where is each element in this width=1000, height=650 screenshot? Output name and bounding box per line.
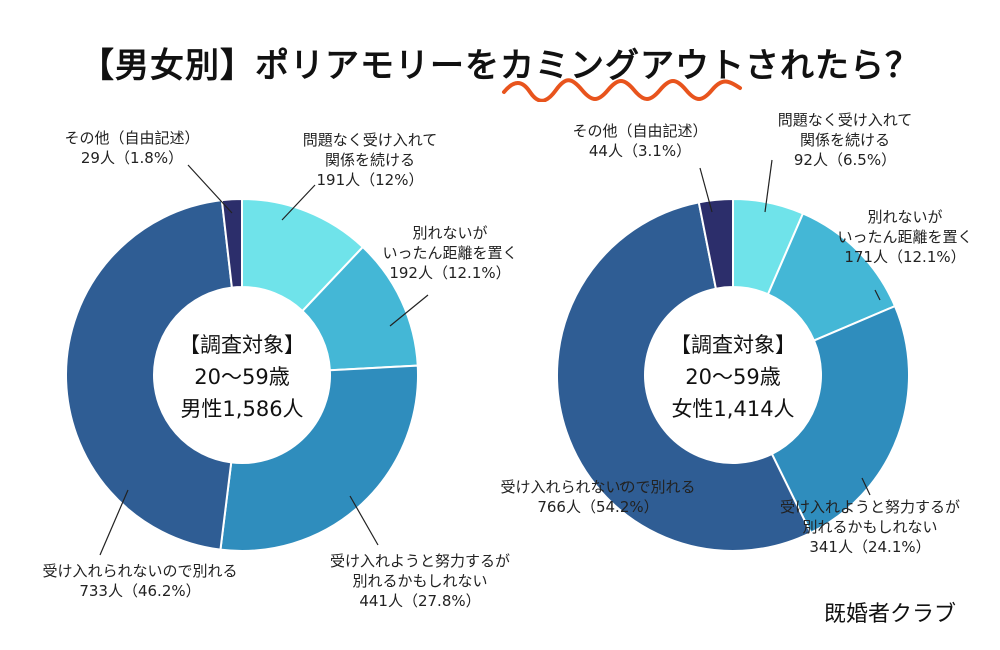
slice-label-1-4-1: 44人（3.1%） <box>589 142 691 160</box>
donut-slice-1-4 <box>697 197 734 290</box>
donut-slice-1-2 <box>770 304 910 535</box>
slice-label-1-3-0: 受け入れられないので別れる <box>500 478 695 496</box>
slice-label-1-1-2: 171人（12.1%） <box>844 248 965 266</box>
center-text-1-0: 【調査対象】 <box>670 333 796 357</box>
donut-slice-0-3 <box>65 199 234 551</box>
slice-label-0-3-1: 733人（46.2%） <box>79 582 200 600</box>
slice-label-0-0-2: 191人（12%） <box>317 171 424 189</box>
slice-label-0-0-1: 関係を続ける <box>325 151 415 169</box>
center-text-0-0: 【調査対象】 <box>179 333 305 357</box>
slice-label-0-4-0: その他（自由記述） <box>64 129 199 147</box>
slice-label-1-0-2: 92人（6.5%） <box>794 151 896 169</box>
slice-label-0-1-2: 192人（12.1%） <box>389 264 510 282</box>
slice-label-1-0-0: 問題なく受け入れて <box>778 111 913 129</box>
slice-label-0-3-0: 受け入れられないので別れる <box>42 562 237 580</box>
slice-label-1-2-2: 341人（24.1%） <box>809 538 930 556</box>
slice-label-1-1-0: 別れないが <box>867 208 942 226</box>
donut-slice-0-4 <box>220 197 243 289</box>
center-text-1-1: 20～59歳 <box>685 365 780 389</box>
slice-label-0-2-2: 441人（27.8%） <box>359 592 480 610</box>
slice-label-0-4-1: 29人（1.8%） <box>81 149 183 167</box>
leader-line-1-3 <box>619 481 626 486</box>
slice-label-1-1-1: いったん距離を置く <box>837 228 972 246</box>
center-text-0-1: 20～59歳 <box>194 365 289 389</box>
slice-label-1-0-1: 関係を続ける <box>800 131 890 149</box>
slice-label-0-2-0: 受け入れようと努力するが <box>330 552 510 570</box>
chart-title: 【男女別】ポリアモリーをカミングアウトされたら？ <box>80 46 920 86</box>
leader-line-0-0 <box>281 184 316 221</box>
center-text-1-2: 女性1,414人 <box>671 397 794 421</box>
slice-label-0-1-0: 別れないが <box>412 224 487 242</box>
donut-slice-1-3 <box>556 201 813 552</box>
leader-line-0-3 <box>99 489 129 556</box>
slice-label-1-2-0: 受け入れようと努力するが <box>780 498 960 516</box>
slice-label-0-0-0: 問題なく受け入れて <box>303 131 438 149</box>
slice-label-0-1-1: いったん距離を置く <box>382 244 517 262</box>
leader-line-0-4 <box>187 164 233 214</box>
center-text-0-2: 男性1,586人 <box>180 397 303 421</box>
title-underline-decoration <box>502 78 742 102</box>
leader-line-1-2 <box>861 477 871 496</box>
slice-label-1-2-1: 別れるかもしれない <box>802 518 937 536</box>
leader-line-0-1 <box>389 294 429 327</box>
slice-label-0-2-1: 別れるかもしれない <box>352 572 487 590</box>
leader-line-0-2 <box>349 495 379 546</box>
leader-line-1-1 <box>874 289 881 301</box>
leader-line-1-4 <box>699 167 713 213</box>
donut-slice-0-2 <box>219 364 419 552</box>
leader-line-1-0 <box>764 159 773 213</box>
brand-logo-text: 既婚者クラブ <box>823 602 956 627</box>
slice-label-1-4-0: その他（自由記述） <box>572 122 707 140</box>
slice-label-1-3-1: 766人（54.2%） <box>537 498 658 516</box>
